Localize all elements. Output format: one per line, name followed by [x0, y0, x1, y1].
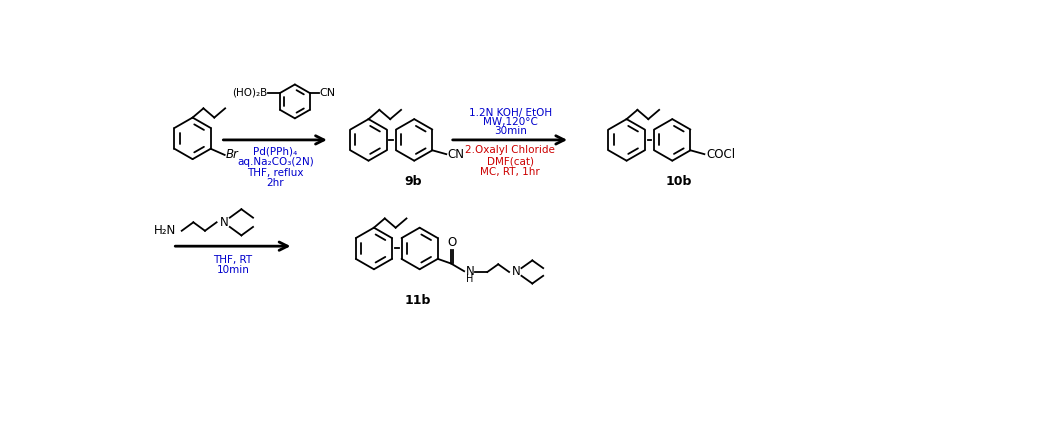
Text: O: O — [447, 236, 457, 249]
Text: 10b: 10b — [665, 175, 691, 187]
Text: 11b: 11b — [405, 294, 431, 307]
Text: N: N — [512, 265, 520, 279]
Text: COCl: COCl — [706, 148, 735, 160]
Text: Br: Br — [225, 149, 238, 161]
Text: CN: CN — [319, 88, 336, 98]
Text: CN: CN — [448, 148, 465, 160]
Text: N: N — [220, 216, 228, 229]
Text: H₂N: H₂N — [154, 224, 177, 237]
Text: 1.2N KOH/ EtOH: 1.2N KOH/ EtOH — [468, 107, 552, 118]
Text: 2hr: 2hr — [266, 178, 284, 188]
Text: N: N — [466, 265, 475, 279]
Text: THF, RT: THF, RT — [214, 256, 253, 265]
Text: 9b: 9b — [404, 175, 422, 187]
Text: Pd(PPh)₄: Pd(PPh)₄ — [254, 146, 298, 156]
Text: DMF(cat): DMF(cat) — [487, 156, 534, 166]
Text: (HO)₂B: (HO)₂B — [231, 87, 267, 97]
Text: MC, RT, 1hr: MC, RT, 1hr — [481, 167, 540, 177]
Text: 2.Oxalyl Chloride: 2.Oxalyl Chloride — [465, 145, 555, 155]
Text: MW,120°C: MW,120°C — [483, 117, 538, 127]
Text: 10min: 10min — [217, 265, 249, 276]
Text: aq.Na₂CO₃(2N): aq.Na₂CO₃(2N) — [237, 157, 314, 167]
Text: H: H — [466, 274, 474, 284]
Text: 30min: 30min — [494, 126, 526, 136]
Text: THF, reflux: THF, reflux — [247, 168, 303, 178]
